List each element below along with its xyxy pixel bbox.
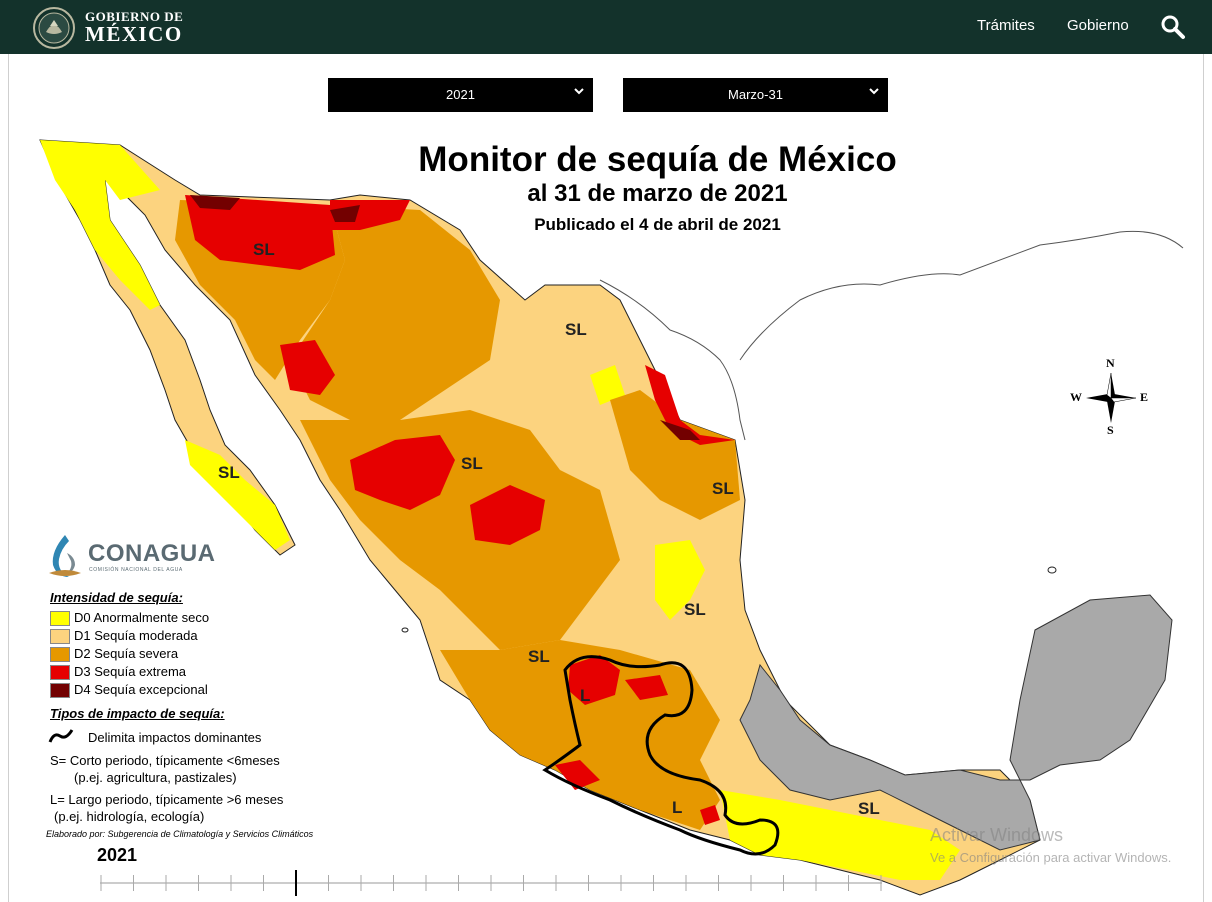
island <box>1047 566 1057 574</box>
conagua-logo-icon <box>49 535 81 577</box>
legend-swatch <box>50 665 70 680</box>
d0-baja-north <box>40 140 160 310</box>
year-select-value: 2021 <box>446 87 475 102</box>
region-label: SL <box>253 240 275 259</box>
legend-intensity-heading: Intensidad de sequía: <box>50 590 183 605</box>
compass-east: E <box>1140 390 1149 404</box>
us-coastline <box>599 230 1184 441</box>
timeline-year: 2021 <box>97 845 138 865</box>
d4-sonora-east <box>330 205 360 222</box>
long-term-note: L= Largo periodo, típicamente >6 meses <box>50 792 284 807</box>
chevron-down-icon <box>869 88 879 95</box>
region-label: SL <box>684 600 706 619</box>
nav-gobierno-link[interactable]: Gobierno <box>1067 17 1129 34</box>
d4-sonora <box>190 195 240 210</box>
brand-line-1[interactable]: GOBIERNO DE <box>85 9 184 24</box>
legend-label: D0 Anormalmente seco <box>74 610 210 625</box>
windows-watermark-text: Ve a Configuración para activar Windows. <box>930 850 1172 865</box>
d3-guerrero <box>555 760 600 790</box>
drought-map <box>39 139 1184 896</box>
d3-sinaloa <box>280 340 335 395</box>
region-label: SL <box>712 479 734 498</box>
top-navigation-bar: GOBIERNO DE MÉXICO Trámites Gobierno <box>0 0 1212 54</box>
legend-label: D4 Sequía excepcional <box>74 682 208 697</box>
yucatan-no-drought <box>739 594 1173 851</box>
region-label: SL <box>528 647 550 666</box>
map-published-date: Publicado el 4 de abril de 2021 <box>534 215 781 234</box>
chevron-down-icon <box>574 88 584 95</box>
search-icon[interactable] <box>1160 14 1186 40</box>
d2-chihuahua <box>290 205 500 420</box>
region-label: SL <box>218 463 240 482</box>
d4-tamaulipas <box>660 420 700 440</box>
windows-watermark-title: Activar Windows <box>930 825 1064 845</box>
d0-tamaulipas <box>590 365 625 405</box>
region-label: SL <box>461 454 483 473</box>
impact-line-icon <box>48 729 74 743</box>
compass-south: S <box>1107 423 1114 437</box>
legend-label: D3 Sequía extrema <box>74 664 187 679</box>
legend-swatch <box>50 629 70 644</box>
mexico-emblem-icon[interactable] <box>32 6 76 50</box>
long-term-example: (p.ej. hidrología, ecología) <box>54 809 205 824</box>
region-label: SL <box>858 799 880 818</box>
short-term-note: S= Corto periodo, típicamente <6meses <box>50 753 280 768</box>
timeline-slider[interactable] <box>100 870 882 896</box>
conagua-tagline: COMISIÓN NACIONAL DEL AGUA <box>89 567 183 573</box>
d3-oaxaca <box>700 805 720 825</box>
legend-swatch <box>50 683 70 698</box>
year-select[interactable]: 2021 <box>328 78 593 112</box>
compass-north: N <box>1106 356 1115 370</box>
short-term-example: (p.ej. agricultura, pastizales) <box>74 770 237 785</box>
legend-label: D1 Sequía moderada <box>74 628 198 643</box>
date-select-value: Marzo-31 <box>728 87 783 102</box>
compass-rose: N S W E <box>1068 355 1154 441</box>
nav-tramites-link[interactable]: Trámites <box>977 17 1035 34</box>
d0-south-coast <box>720 790 960 880</box>
d3-central-east <box>625 675 668 700</box>
compass-west: W <box>1070 390 1082 404</box>
conagua-name: CONAGUA <box>88 540 216 567</box>
date-select[interactable]: Marzo-31 <box>623 78 888 112</box>
legend-label: D2 Sequía severa <box>74 646 179 661</box>
d3-zacatecas <box>470 485 545 545</box>
impact-boundary-central <box>542 655 780 856</box>
region-label-long: L <box>580 686 591 705</box>
map-title: Monitor de sequía de México <box>418 140 897 179</box>
legend-swatch <box>50 611 70 626</box>
region-label-long: L <box>672 798 683 817</box>
region-label: SL <box>565 320 587 339</box>
d0-baja-south <box>185 440 290 550</box>
d2-northeast <box>610 390 740 520</box>
brand-line-2[interactable]: MÉXICO <box>85 22 183 46</box>
d0-gulf-patch <box>655 540 705 620</box>
map-credit: Elaborado por: Subgerencia de Climatolog… <box>46 829 314 839</box>
island <box>401 627 409 633</box>
d3-sonora <box>185 195 335 270</box>
d3-durango <box>350 435 455 510</box>
compass-icon <box>1086 372 1137 423</box>
map-subtitle: al 31 de marzo de 2021 <box>527 180 788 207</box>
content-frame-right <box>1203 54 1204 902</box>
legend-swatch <box>50 647 70 662</box>
impact-line-label: Delimita impactos dominantes <box>88 730 262 745</box>
d3-central <box>568 655 620 705</box>
content-frame-left <box>8 54 9 902</box>
legend-impact-heading: Tipos de impacto de sequía: <box>50 706 225 721</box>
